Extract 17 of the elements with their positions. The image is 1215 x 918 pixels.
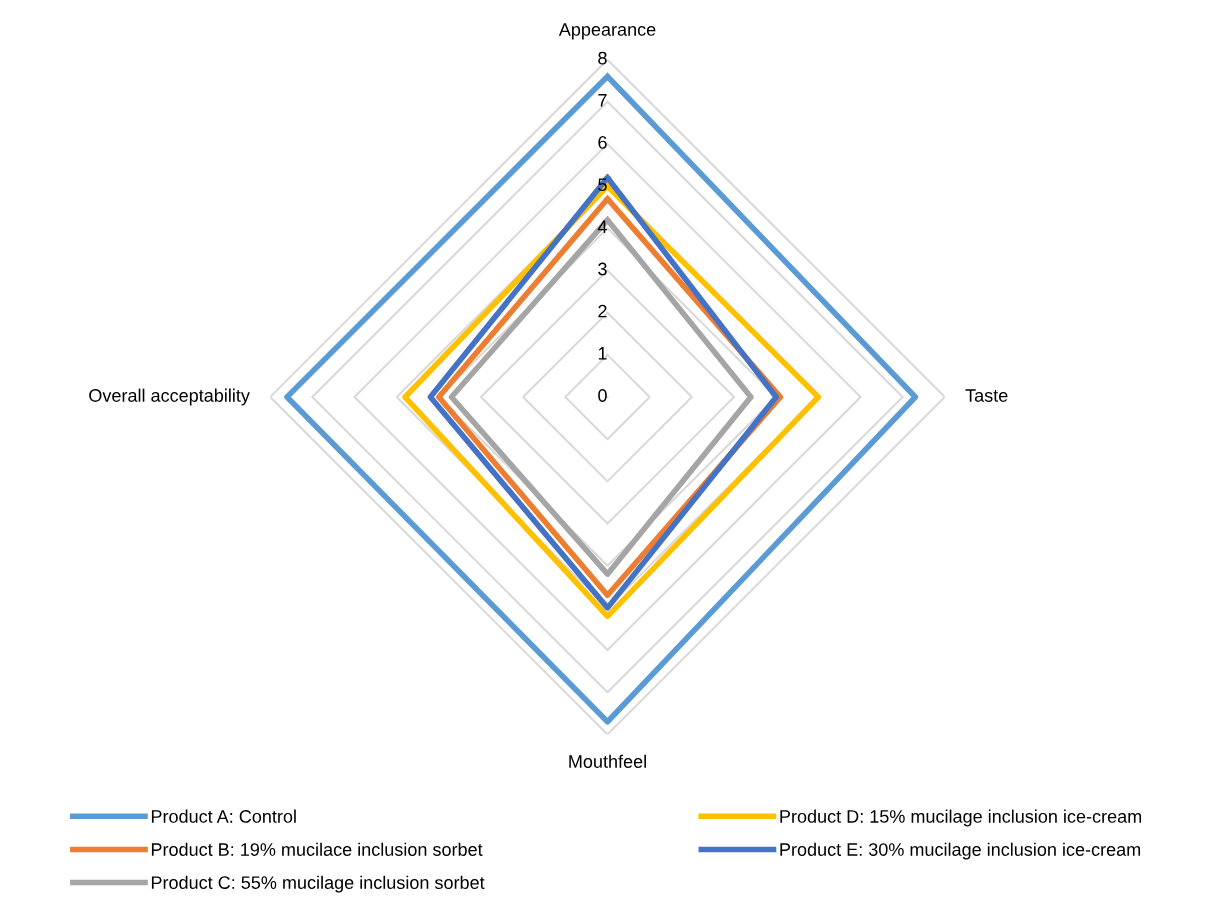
y-tick-label: 7: [598, 94, 607, 107]
y-tick-label: 3: [598, 262, 607, 276]
y-tick-label: 1: [598, 347, 607, 360]
legend-label: Product D: 15% mucilage inclusion ice-cream: [780, 809, 1142, 827]
y-tick-label: 6: [598, 136, 607, 149]
y-tick-label: 0: [598, 389, 607, 402]
y-tick-label: 2: [598, 304, 607, 318]
legend-label: Product C: 55% mucilage inclusion sorbet: [151, 875, 485, 893]
spoke-label: Appearance: [558, 23, 656, 40]
legend-label: Product B: 19% mucilace inclusion sorbet: [151, 842, 483, 856]
legend-label: Product E: 30% mucilage inclusion ice-cream: [780, 842, 1141, 860]
y-tick-label: 8: [598, 51, 607, 65]
spoke-label: Taste: [965, 389, 1008, 402]
y-tick-label: 4: [597, 220, 607, 234]
legend-label: Product A: Control: [151, 809, 296, 823]
spoke-label: Overall acceptability: [89, 388, 250, 406]
spoke-label: Mouthfeel: [569, 754, 646, 768]
